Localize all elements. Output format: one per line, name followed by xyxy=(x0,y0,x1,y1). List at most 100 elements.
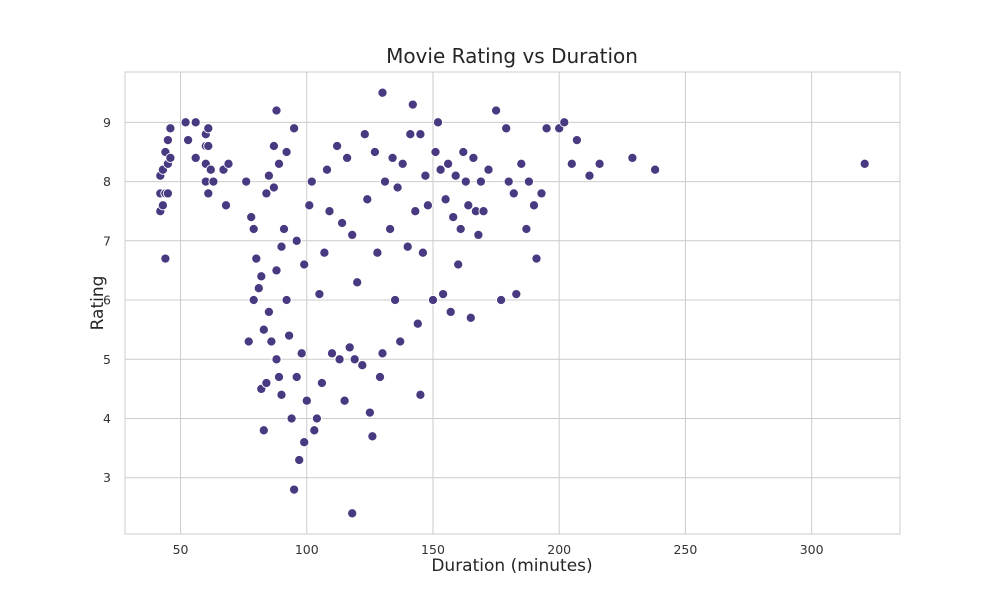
data-point xyxy=(374,371,386,383)
data-point xyxy=(253,283,264,294)
data-point xyxy=(372,247,383,258)
data-point xyxy=(321,164,333,175)
y-tick-label: 3 xyxy=(103,470,111,485)
data-point xyxy=(299,437,310,448)
data-point xyxy=(531,253,542,264)
data-point xyxy=(301,395,312,406)
data-point xyxy=(284,330,295,341)
data-point xyxy=(276,389,287,400)
data-point xyxy=(304,200,315,211)
data-point xyxy=(271,105,282,116)
x-tick-label: 200 xyxy=(547,542,571,557)
data-point xyxy=(410,206,421,217)
data-point xyxy=(521,223,532,235)
data-point xyxy=(402,241,413,252)
data-point xyxy=(357,360,368,371)
data-point xyxy=(243,336,254,347)
x-tick-label: 100 xyxy=(295,542,319,557)
data-point xyxy=(258,425,269,436)
data-point xyxy=(281,146,292,158)
data-point xyxy=(347,229,358,240)
data-point xyxy=(491,105,502,116)
data-point xyxy=(460,176,471,187)
data-point xyxy=(339,395,350,406)
data-point xyxy=(627,152,638,163)
data-point xyxy=(203,140,214,152)
data-point xyxy=(395,336,406,347)
data-point xyxy=(475,176,486,187)
data-point xyxy=(299,259,310,270)
data-point xyxy=(463,200,474,211)
data-point xyxy=(263,170,274,181)
y-tick-label: 9 xyxy=(103,115,111,130)
data-point xyxy=(407,99,418,110)
data-point xyxy=(352,277,363,288)
data-point xyxy=(448,212,459,223)
data-point xyxy=(314,289,325,300)
data-point xyxy=(203,123,214,134)
data-point xyxy=(183,135,194,146)
data-point xyxy=(501,123,512,134)
data-point xyxy=(362,194,373,205)
data-point xyxy=(278,223,290,235)
data-point xyxy=(246,212,257,223)
data-point xyxy=(180,117,191,128)
data-point xyxy=(445,306,456,317)
data-point xyxy=(251,253,262,264)
x-tick-label: 300 xyxy=(800,542,824,557)
data-point xyxy=(571,135,582,146)
data-point xyxy=(473,229,484,240)
data-point xyxy=(478,206,489,217)
x-axis-label: Duration (minutes) xyxy=(431,556,592,576)
data-point xyxy=(337,217,348,229)
x-tick-label: 150 xyxy=(421,542,445,557)
chart-title: Movie Rating vs Duration xyxy=(386,44,638,68)
plot-frame xyxy=(124,71,901,535)
data-point xyxy=(385,223,396,235)
data-point xyxy=(334,354,345,365)
data-point xyxy=(377,87,388,98)
data-point xyxy=(261,377,272,389)
data-point xyxy=(190,117,201,128)
data-point xyxy=(455,223,466,235)
data-point xyxy=(349,354,360,365)
data-point xyxy=(387,152,398,163)
data-point xyxy=(390,294,401,306)
data-point xyxy=(415,389,426,400)
data-point xyxy=(392,182,403,193)
data-point xyxy=(289,123,300,134)
data-point xyxy=(541,123,552,134)
data-point xyxy=(266,336,277,347)
data-point xyxy=(157,200,168,211)
data-point xyxy=(508,188,519,199)
data-point xyxy=(427,294,439,306)
x-tick-label: 50 xyxy=(173,542,189,557)
data-point xyxy=(430,146,441,158)
data-point xyxy=(342,152,353,163)
data-point xyxy=(536,188,547,199)
data-point xyxy=(379,176,391,187)
data-point xyxy=(432,117,444,128)
data-point xyxy=(326,348,338,359)
data-point xyxy=(162,135,173,146)
data-point xyxy=(160,253,171,264)
data-point xyxy=(511,289,522,300)
data-point xyxy=(289,484,300,495)
data-point xyxy=(523,176,534,187)
data-point xyxy=(291,371,302,383)
y-tick-label: 8 xyxy=(103,174,111,189)
data-point xyxy=(397,158,408,169)
y-tick-labels: 3 4 5 6 7 8 9 xyxy=(103,115,111,485)
data-point xyxy=(205,164,216,175)
data-point xyxy=(435,164,446,175)
x-tick-labels: 50 100 150 200 250 300 xyxy=(173,542,824,557)
data-point xyxy=(256,271,267,282)
x-tick-label: 250 xyxy=(673,542,697,557)
data-point xyxy=(220,200,232,211)
data-point xyxy=(415,129,426,140)
data-point xyxy=(268,182,279,193)
data-point xyxy=(316,377,327,389)
y-tick-label: 4 xyxy=(103,411,111,426)
data-point xyxy=(566,158,577,169)
data-point xyxy=(309,425,320,436)
